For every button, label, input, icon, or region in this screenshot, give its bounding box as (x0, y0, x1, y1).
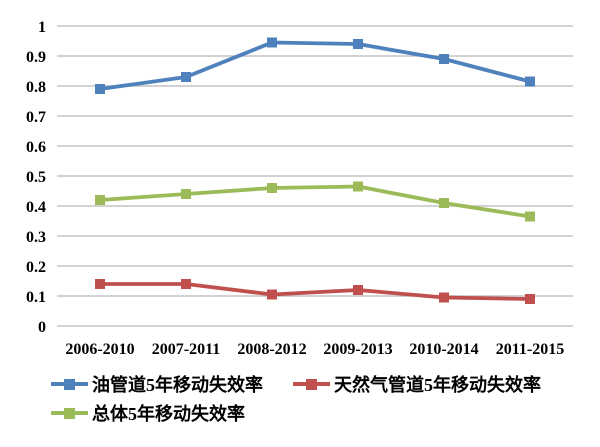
oil-series-marker-icon (64, 378, 75, 390)
data-point-marker-overall (353, 181, 363, 192)
data-point-marker-oil (439, 54, 449, 64)
data-point-marker-oil (525, 76, 535, 87)
data-point-marker-oil (353, 39, 363, 49)
data-point-marker-gas (439, 292, 449, 303)
data-point-marker-gas (525, 294, 535, 304)
y-tick-label: 0.1 (26, 289, 46, 306)
y-tick-label: 0.3 (26, 229, 46, 246)
chart-legend: 油管道5年移动失效率 天然气管道5年移动失效率 总体5年移动失效率 (51, 372, 591, 425)
data-point-marker-oil (181, 72, 191, 82)
legend-item-overall: 总体5年移动失效率 (51, 401, 245, 425)
data-point-marker-gas (267, 289, 277, 300)
data-point-marker-overall (181, 189, 191, 199)
plot-area: 0 0.1 0.2 0.3 0.4 0.5 0.6 0.7 0.8 0.9 1 2006-2010 20… (26, 19, 573, 358)
data-point-marker-gas (353, 285, 363, 295)
y-tick-label: 0.9 (26, 49, 46, 66)
legend-item-oil-pipeline: 油管道5年移动失效率 (51, 372, 263, 396)
data-point-marker-gas (181, 279, 191, 289)
data-point-marker-gas (95, 279, 105, 289)
legend-item-gas-pipeline: 天然气管道5年移动失效率 (293, 372, 541, 396)
y-tick-label: 0.8 (26, 79, 46, 96)
y-tick-label: 1 (38, 19, 46, 36)
y-tick-label: 0.6 (26, 139, 46, 156)
x-tick-label: 2011-2015 (496, 341, 564, 358)
y-tick-label: 0.7 (26, 109, 46, 126)
series-line-oil (98, 40, 532, 91)
series-line-overall (98, 184, 532, 219)
data-point-marker-oil (95, 84, 105, 94)
legend-label-gas-pipeline: 天然气管道5年移动失效率 (334, 375, 541, 395)
overall-series-swatch-icon (51, 407, 88, 419)
x-tick-label: 2009-2013 (323, 341, 392, 358)
x-tick-label: 2010-2014 (409, 341, 478, 358)
oil-series-swatch-icon (51, 378, 88, 390)
x-tick-label: 2008-2012 (237, 341, 306, 358)
gas-series-swatch-icon (293, 378, 330, 390)
gas-series-marker-icon (306, 378, 317, 390)
y-tick-label: 0.4 (26, 199, 46, 216)
data-point-marker-oil (267, 37, 277, 48)
overall-series-marker-icon (64, 407, 75, 419)
y-tick-label: 0.2 (26, 259, 46, 276)
x-tick-label: 2007-2011 (152, 341, 220, 358)
legend-label-overall: 总体5年移动失效率 (92, 404, 245, 424)
y-tick-label: 0.5 (26, 169, 46, 186)
data-point-marker-overall (439, 198, 449, 208)
legend-label-oil-pipeline: 油管道5年移动失效率 (92, 375, 263, 395)
data-point-marker-overall (267, 183, 277, 193)
y-tick-label: 0 (38, 319, 46, 336)
data-point-marker-overall (95, 195, 105, 205)
x-tick-label: 2006-2010 (65, 341, 134, 358)
data-point-marker-overall (525, 211, 535, 222)
series-line-gas (98, 282, 532, 301)
